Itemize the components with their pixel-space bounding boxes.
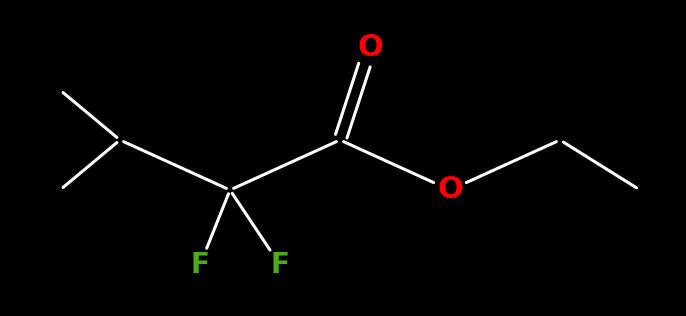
Text: O: O — [437, 175, 463, 204]
Text: F: F — [270, 251, 289, 279]
Text: F: F — [191, 251, 209, 279]
Text: O: O — [357, 33, 383, 63]
